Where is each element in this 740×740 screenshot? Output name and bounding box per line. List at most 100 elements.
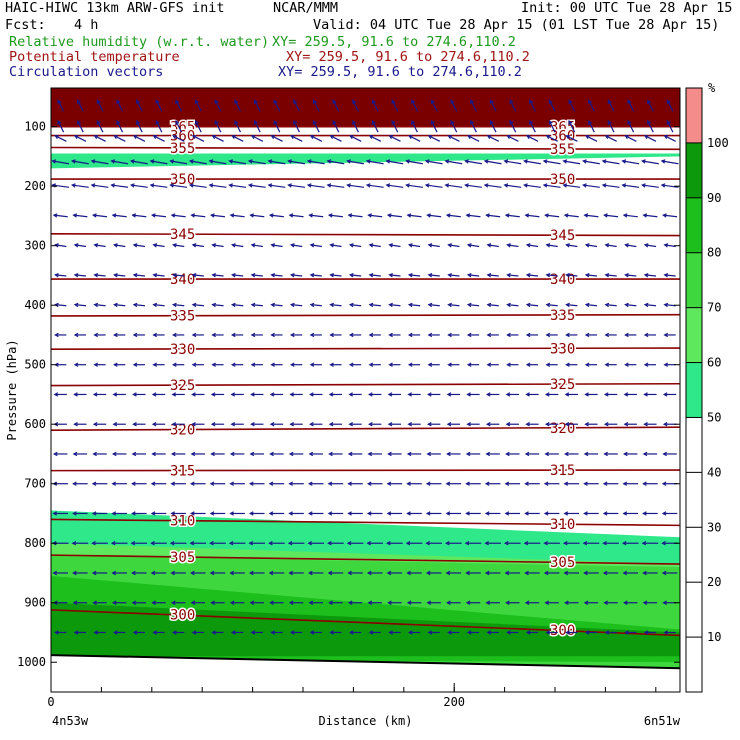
wind-vector-head — [427, 272, 433, 278]
wind-vector-13-18 — [406, 451, 422, 457]
wind-vector-head — [250, 272, 256, 278]
wind-vector-3-3 — [110, 159, 129, 165]
wind-vector-shaft — [622, 160, 640, 165]
wind-vector-3-15 — [346, 159, 365, 165]
wind-vector-shaft — [191, 214, 206, 218]
wind-vector-head — [229, 570, 234, 576]
isentrope-label-335-0: 335 — [170, 309, 195, 325]
wind-vector-head — [465, 451, 471, 457]
wind-vector-7-25 — [545, 272, 558, 278]
colorbar-label-80: 80 — [707, 246, 721, 260]
wind-vector-11-13 — [309, 392, 323, 397]
colorbar-outline — [685, 87, 703, 693]
wind-vector-0-18 — [411, 99, 418, 112]
wind-vector-head — [170, 600, 176, 605]
wind-vector-shaft — [406, 184, 423, 188]
wind-vector-17-6 — [170, 570, 186, 576]
colorbar-label-100: 100 — [707, 136, 729, 150]
wind-vector-0-5 — [155, 99, 163, 112]
wind-vector-head — [230, 302, 236, 308]
wind-vector-13-24 — [524, 451, 540, 457]
wind-vector-head — [624, 272, 629, 278]
wind-vector-13-12 — [288, 451, 304, 457]
wind-vector-shaft — [588, 100, 595, 112]
wind-vector-6-0 — [54, 243, 67, 248]
wind-vector-0-14 — [332, 99, 340, 112]
wind-vector-head — [211, 135, 217, 140]
wind-vector-13-21 — [465, 451, 481, 457]
isentrope-305 — [51, 554, 680, 565]
wind-vector-shaft — [548, 100, 556, 112]
wind-vector-18-16 — [367, 600, 382, 605]
wind-vector-head — [113, 272, 118, 278]
wind-vector-head — [427, 302, 433, 308]
wind-vector-head — [661, 511, 667, 516]
wind-vector-3-19 — [424, 159, 443, 165]
wind-vector-shaft — [94, 304, 106, 307]
wind-vector-head — [57, 99, 62, 104]
wind-vector-head — [407, 422, 412, 427]
wind-vector-head — [568, 99, 573, 104]
wind-vector-4-22 — [483, 183, 502, 188]
wind-vector-head — [248, 570, 254, 576]
wind-vector-shaft — [604, 214, 619, 218]
wind-vector-7-14 — [329, 272, 342, 278]
wind-vector-head — [352, 120, 357, 125]
wind-vector-11-15 — [348, 392, 362, 397]
wind-vector-15-20 — [445, 511, 462, 516]
wind-vector-8-9 — [230, 302, 244, 308]
wind-vector-13-31 — [662, 451, 677, 457]
wind-vector-head — [329, 302, 334, 308]
wind-vector-head — [152, 630, 157, 635]
wind-vector-head — [194, 99, 199, 104]
wind-vector-0-3 — [116, 99, 124, 112]
wind-vector-4-0 — [51, 183, 70, 188]
wind-vector-5-12 — [288, 213, 304, 218]
wind-vector-12-15 — [348, 422, 362, 427]
wind-vector-head — [268, 481, 274, 486]
wind-vector-16-23 — [503, 541, 521, 546]
wind-vector-head — [426, 213, 431, 218]
wind-vector-5-17 — [386, 213, 402, 218]
wind-vector-head — [352, 99, 357, 104]
wind-vector-head — [90, 183, 96, 188]
wind-vector-head — [253, 99, 258, 104]
wind-vector-shaft — [564, 214, 579, 218]
wind-vector-head — [543, 541, 548, 546]
wind-vector-head — [604, 362, 610, 367]
wind-vector-12-3 — [112, 422, 126, 427]
wind-vector-head — [622, 213, 628, 218]
wind-vector-6-2 — [93, 243, 106, 248]
wind-vector-head — [348, 243, 354, 248]
wind-vector-10-15 — [348, 362, 362, 367]
wind-vector-9-17 — [388, 332, 401, 338]
wind-vector-13-4 — [131, 451, 147, 457]
wind-vector-head — [211, 243, 217, 248]
wind-vector-shaft — [288, 184, 306, 188]
wind-vector-shaft — [605, 135, 617, 142]
wind-vector-head — [289, 630, 295, 635]
wind-vector-0-24 — [529, 99, 536, 112]
wind-vector-head — [565, 272, 570, 278]
wind-vector-4-12 — [287, 183, 306, 188]
wind-vector-shaft — [489, 120, 497, 133]
wind-vector-12-21 — [466, 422, 480, 427]
wind-vector-13-1 — [72, 451, 88, 457]
wind-vector-1-16 — [371, 120, 379, 133]
wind-vector-shaft — [352, 120, 359, 133]
wind-vector-head — [524, 481, 529, 486]
wind-vector-head — [52, 451, 58, 457]
y-tick-label-200: 200 — [24, 179, 46, 193]
wind-vector-7-4 — [132, 272, 146, 278]
wind-vector-shaft — [389, 274, 401, 277]
wind-vector-head — [426, 451, 432, 457]
wind-vector-shaft — [249, 160, 266, 165]
wind-vector-head — [273, 120, 278, 125]
wind-vector-head — [366, 511, 372, 516]
wind-vector-6-4 — [132, 243, 146, 248]
wind-vector-shaft — [192, 244, 205, 248]
wind-vector-shaft — [605, 274, 617, 277]
wind-vector-1-23 — [509, 120, 517, 133]
wind-vector-10-19 — [427, 362, 440, 367]
wind-vector-shaft — [644, 244, 657, 248]
